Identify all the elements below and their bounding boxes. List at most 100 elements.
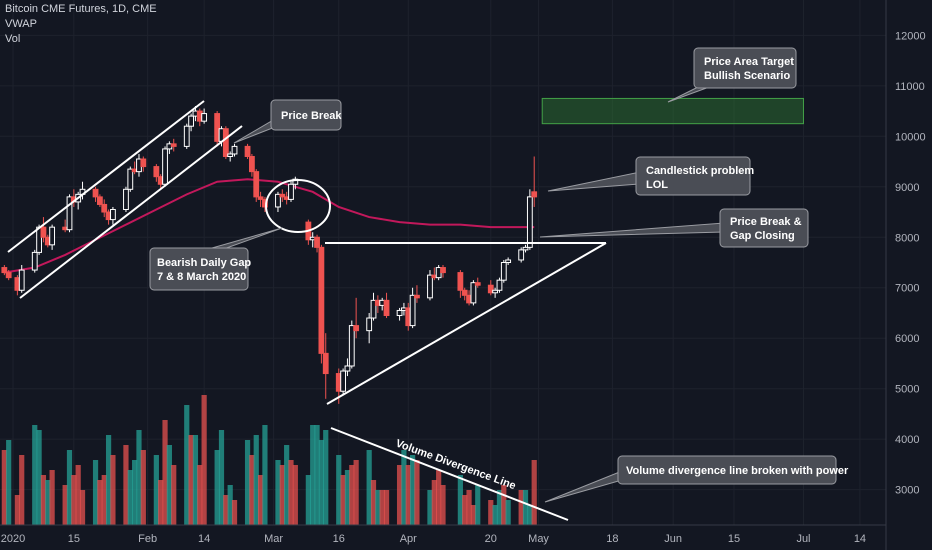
volume-bar: [201, 395, 207, 525]
volume-divergence-line: [330, 427, 569, 521]
time-tick-label: 16: [333, 533, 345, 545]
volume-bar: [527, 505, 533, 525]
volume-bar: [127, 470, 133, 525]
callout-volume-broken: Volume divergence line broken with power: [544, 455, 849, 503]
candle-down: [279, 193, 286, 198]
time-axis[interactable]: 2020 15 Feb 14 Mar 16 Apr 20 May 18 Jun 15 Jul 14: [0, 0, 887, 550]
candle-up: [496, 279, 503, 291]
candle-up: [49, 226, 56, 246]
volume-indicator-label[interactable]: Vol: [5, 33, 21, 45]
price-axis[interactable]: 3000 4000 5000 6000 7000 8000 9000 10000 11000 12…: [895, 30, 926, 496]
volume-bar: [470, 505, 477, 525]
volume-bar: [101, 475, 107, 525]
volume-bar: [153, 455, 159, 525]
price-tick-label: 11000: [895, 81, 925, 93]
volume-bar: [49, 470, 55, 525]
volume-bar: [366, 450, 372, 525]
callout-text-line1: Candlestick problem: [646, 165, 754, 177]
candle-down: [1, 267, 8, 274]
callout-text-line2: LOL: [646, 179, 668, 191]
volume-bar: [275, 460, 281, 525]
candle-down: [257, 196, 264, 200]
price-tick-label: 7000: [895, 283, 919, 295]
volume-bar: [353, 460, 359, 525]
candle-up: [231, 145, 238, 155]
time-tick-label: Apr: [400, 533, 417, 545]
candle-up: [518, 249, 525, 261]
candle-up: [340, 370, 347, 392]
candle-up: [526, 196, 533, 248]
volume-bar: [383, 490, 390, 525]
time-tick-label: Jul: [796, 533, 810, 545]
candle-down: [92, 188, 99, 198]
candle-up: [344, 365, 351, 372]
candle-up: [522, 246, 529, 251]
volume-bar: [336, 455, 342, 525]
volume-bar: [305, 475, 311, 525]
vwap-indicator-label[interactable]: VWAP: [5, 18, 37, 30]
price-tick-label: 4000: [895, 434, 919, 446]
price-tick-label: 3000: [895, 485, 919, 497]
gap-highlight-circle: [265, 179, 331, 233]
candle-down: [487, 284, 494, 294]
candlesticks: [1, 106, 538, 404]
volume-bar: [132, 460, 138, 525]
candle-up: [162, 148, 168, 185]
volume-bar: [227, 485, 233, 525]
candle-down: [457, 272, 464, 291]
volume-bar: [244, 440, 251, 525]
volume-bar: [396, 465, 403, 525]
candle-down: [5, 272, 12, 279]
volume-bar: [405, 465, 411, 525]
candle-up: [275, 193, 281, 208]
time-tick-label: Feb: [138, 533, 157, 545]
callout-candlestick-problem: Candlestick problem LOL: [547, 156, 754, 196]
callout-bearish-gap: Bearish Daily Gap 7 & 8 March 2020: [149, 227, 283, 291]
volume-bar: [531, 460, 537, 525]
volume-bar: [197, 465, 203, 525]
candle-down: [461, 289, 468, 296]
candle-up: [500, 262, 507, 281]
volume-bar: [71, 475, 77, 525]
volume-bar: [140, 450, 146, 525]
volume-bar: [214, 450, 220, 525]
candle-up: [110, 208, 116, 221]
volume-bar: [32, 425, 38, 525]
callout-box: [149, 247, 249, 291]
channel-lower-line: [19, 125, 243, 299]
volume-bar: [475, 485, 481, 525]
volume-bars: [1, 395, 537, 525]
volume-bar: [162, 420, 168, 525]
candle-down: [40, 226, 47, 238]
volume-bar: [522, 490, 529, 525]
volume-bar: [344, 470, 351, 525]
callout-price-target: Price Area Target Bullish Scenario: [667, 47, 797, 103]
volume-bar: [192, 435, 199, 525]
volume-bar: [105, 435, 112, 525]
volume-bar: [414, 460, 420, 525]
volume-bar: [110, 455, 116, 525]
time-tick-label: Jun: [664, 533, 682, 545]
triangle-support-line: [326, 242, 607, 405]
volume-bar: [97, 480, 103, 525]
volume-bar: [284, 445, 290, 525]
volume-bar: [518, 490, 524, 525]
volume-bar: [375, 490, 381, 525]
candle-down: [531, 191, 538, 198]
drawings: [7, 100, 607, 521]
volume-bar: [288, 460, 294, 525]
volume-bar: [401, 450, 407, 525]
volume-bar: [323, 430, 329, 525]
volume-bar: [188, 435, 194, 525]
volume-bar: [462, 495, 468, 525]
volume-bar: [66, 450, 73, 525]
volume-bar: [123, 445, 129, 525]
time-tick-label: 20: [485, 533, 497, 545]
price-tick-label: 9000: [895, 182, 919, 194]
candle-up: [470, 282, 477, 304]
candle-up: [18, 269, 25, 291]
candle-down: [140, 158, 147, 168]
callout-price-break: Price Break: [233, 99, 342, 144]
volume-bar: [14, 495, 20, 525]
